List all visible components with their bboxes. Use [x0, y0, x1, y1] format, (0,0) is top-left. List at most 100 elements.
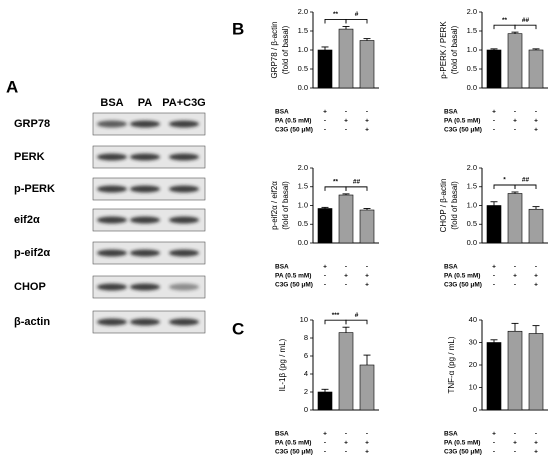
y-tick-label: 0	[304, 405, 308, 414]
treatment-sign: -	[324, 440, 326, 447]
bar	[359, 40, 375, 89]
treatment-label: BSA	[444, 264, 458, 271]
y-tick-label: 6	[304, 351, 308, 360]
treatment-sign: -	[345, 127, 347, 134]
blot-column-label: PA+C3G	[162, 97, 206, 109]
y-tick-label: 20	[469, 360, 477, 369]
treatment-label: C3G (50 μM)	[275, 449, 313, 456]
significance-bracket	[324, 186, 347, 191]
y-tick-label: 2	[304, 387, 308, 396]
y-tick-label: 0.0	[298, 238, 308, 247]
y-axis-label: p-PERK / PERK	[439, 21, 448, 79]
treatment-sign: +	[365, 440, 369, 447]
treatment-sign: +	[365, 273, 369, 280]
treatment-sign: +	[492, 264, 496, 271]
significance-label: ##	[353, 179, 361, 186]
blot-band	[130, 249, 160, 257]
bar	[486, 342, 502, 411]
blot-band	[169, 120, 199, 128]
bar	[359, 209, 375, 244]
treatment-sign: +	[344, 440, 348, 447]
y-tick-label: 1.0	[467, 45, 477, 54]
blot-band	[97, 249, 127, 257]
treatment-sign: -	[345, 449, 347, 456]
significance-label: #	[355, 312, 359, 319]
y-tick-label: 1.5	[298, 26, 308, 35]
y-axis-label: IL-1β (pg / mL)	[278, 338, 287, 391]
treatment-sign: -	[324, 118, 326, 125]
treatment-sign: -	[514, 127, 516, 134]
panel-letter: A	[6, 77, 18, 96]
bar	[317, 49, 333, 89]
y-tick-label: 0.5	[298, 64, 308, 73]
treatment-sign: -	[493, 282, 495, 289]
y-tick-label: 2.0	[298, 7, 308, 16]
treatment-sign: -	[493, 449, 495, 456]
treatment-sign: +	[513, 440, 517, 447]
y-axis-label: (fold of basal)	[450, 181, 459, 230]
bar	[317, 391, 333, 411]
treatment-sign: -	[366, 109, 368, 116]
treatment-sign: -	[514, 282, 516, 289]
treatment-label: BSA	[275, 264, 289, 271]
significance-label: **	[333, 179, 339, 186]
y-tick-label: 1.0	[467, 200, 477, 209]
treatment-label: PA (0.5 mM)	[444, 440, 480, 447]
y-axis-label: p-eif2α / eif2α	[270, 181, 279, 230]
treatment-sign: -	[535, 264, 537, 271]
treatment-sign: +	[492, 431, 496, 438]
bar	[507, 330, 523, 411]
treatment-label: C3G (50 μM)	[275, 127, 313, 134]
treatment-sign: +	[323, 109, 327, 116]
treatment-sign: -	[493, 118, 495, 125]
y-tick-label: 1.5	[467, 182, 477, 191]
y-tick-label: 1.0	[298, 200, 308, 209]
treatment-sign: -	[493, 273, 495, 280]
treatment-sign: -	[366, 264, 368, 271]
blot-band	[130, 283, 160, 291]
y-axis-label: CHOP / β-actin	[439, 179, 448, 233]
blot-band	[169, 153, 199, 161]
bar	[338, 28, 354, 89]
y-axis-label: (fold of basal)	[281, 181, 290, 230]
treatment-label: BSA	[444, 431, 458, 438]
blot-band	[97, 120, 127, 128]
treatment-sign: +	[323, 431, 327, 438]
treatment-sign: -	[514, 264, 516, 271]
treatment-sign: -	[324, 449, 326, 456]
treatment-label: C3G (50 μM)	[275, 282, 313, 289]
significance-bracket	[514, 184, 537, 189]
blot-row-label: β-actin	[14, 316, 50, 328]
treatment-sign: +	[365, 282, 369, 289]
treatment-sign: +	[534, 440, 538, 447]
y-axis-label: (fold of basal)	[281, 25, 290, 74]
treatment-label: BSA	[275, 109, 289, 116]
treatment-sign: -	[324, 273, 326, 280]
bar	[507, 193, 523, 244]
y-tick-label: 1.0	[298, 45, 308, 54]
treatment-label: PA (0.5 mM)	[444, 118, 480, 125]
blot-band	[169, 249, 199, 257]
panel-letter: B	[232, 19, 244, 38]
significance-label: ***	[332, 312, 340, 319]
blot-row-label: PERK	[14, 151, 45, 163]
treatment-label: PA (0.5 mM)	[444, 273, 480, 280]
blot-band	[130, 216, 160, 224]
y-tick-label: 10	[300, 315, 308, 324]
blot-band	[97, 216, 127, 224]
blot-band	[97, 153, 127, 161]
treatment-label: PA (0.5 mM)	[275, 273, 311, 280]
y-tick-label: 1.5	[467, 26, 477, 35]
blot-row-label: p-eif2α	[14, 247, 50, 259]
bar	[317, 208, 333, 244]
treatment-sign: +	[492, 109, 496, 116]
blot-band	[130, 185, 160, 193]
treatment-sign: +	[344, 273, 348, 280]
significance-bracket	[493, 184, 516, 189]
significance-label: **	[502, 17, 508, 24]
bar	[359, 364, 375, 411]
bar	[486, 49, 502, 89]
treatment-label: BSA	[275, 431, 289, 438]
treatment-label: PA (0.5 mM)	[275, 118, 311, 125]
